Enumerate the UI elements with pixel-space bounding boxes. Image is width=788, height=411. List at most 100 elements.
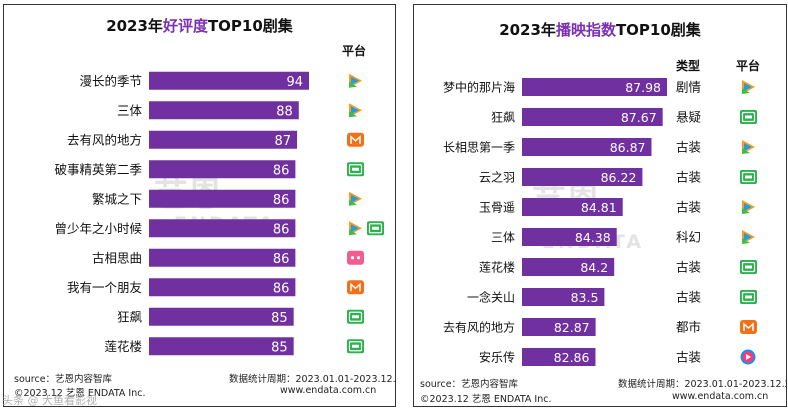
data-label: 82.87 (554, 320, 590, 335)
bar (522, 138, 652, 156)
broadcast-index-panel: 艺恩 ENDATA 2023年播映指数TOP10剧集 类型 平台 梦中的那片海8… (413, 4, 787, 407)
data-label: 85 (271, 311, 288, 326)
chart-title: 2023年播映指数TOP10剧集 (499, 21, 701, 39)
category-label: 一念关山 (467, 290, 515, 305)
genre-label: 古装 (676, 140, 701, 155)
mango-icon (740, 320, 757, 334)
good-rating-panel: 艺恩 ENDATA 2023年好评度TOP10剧集 平台 漫长的季节94三体88… (3, 4, 396, 407)
iqiyi-icon (740, 110, 757, 124)
good-rating-bar-chart: 漫长的季节 94 三体 88 去有风的地方 87 破事精英第二季 86 繁城之下 86 曾少年之小时… (54, 71, 384, 356)
category-label: 三体 (117, 103, 143, 118)
bar (149, 248, 296, 267)
genre-label: 古装 (676, 170, 701, 185)
data-label: 88 (276, 104, 293, 119)
bar (522, 258, 615, 276)
category-label: 狂飙 (491, 110, 515, 125)
platform-header: 平台 (342, 44, 367, 58)
bar (149, 219, 296, 238)
category-label: 莲花楼 (479, 260, 515, 275)
bar (522, 228, 617, 246)
iqiyi-icon (367, 221, 384, 236)
genre-label: 古装 (676, 260, 701, 275)
genre-label: 古装 (676, 200, 701, 215)
data-label: 84.2 (580, 260, 608, 275)
data-label: 86 (273, 163, 290, 178)
category-label: 三体 (491, 231, 515, 245)
data-label: 86 (273, 281, 290, 296)
bottom-watermark: 头条 @ 大鱼看影视 (2, 394, 97, 407)
category-label: 繁城之下 (92, 191, 142, 206)
data-label: 86 (273, 193, 290, 208)
category-label: 漫长的季节 (79, 73, 142, 88)
bilibili-icon (347, 250, 364, 265)
data-label: 84.81 (581, 200, 617, 215)
bar (522, 198, 623, 216)
category-label: 古相思曲 (92, 250, 142, 265)
iqiyi-icon (347, 339, 364, 354)
tencent-icon (742, 200, 755, 214)
data-label: 86.87 (610, 140, 646, 155)
iqiyi-icon (347, 162, 364, 177)
bar (149, 101, 299, 120)
website-note: www.endata.com.cn (672, 391, 769, 402)
category-label: 我有一个朋友 (67, 280, 142, 295)
tencent-icon (349, 103, 362, 118)
bar (522, 78, 667, 96)
website-note: www.endata.com.cn (280, 385, 377, 396)
copyright-note: ©2023.12 艺恩 ENDATA Inc. (420, 394, 552, 405)
genre-label: 科幻 (676, 230, 701, 245)
genre-label: 古装 (676, 290, 701, 305)
bar (149, 160, 296, 179)
tencent-icon (742, 140, 755, 154)
data-label: 87.98 (625, 80, 661, 95)
iqiyi-icon (740, 170, 757, 184)
tencent-icon (349, 191, 362, 206)
category-label: 安乐传 (479, 350, 515, 365)
period-note: 数据统计周期：2023.01.01-2023.12.25 (229, 374, 396, 385)
tencent-icon (349, 73, 362, 88)
tencent-icon (742, 80, 755, 94)
category-label: 莲花楼 (104, 339, 142, 354)
data-label: 87 (275, 134, 292, 149)
copyright-note: ©2023.12 艺恩 ENDATA Inc. (14, 388, 146, 399)
data-label: 85 (271, 340, 288, 355)
iqiyi-icon (740, 260, 757, 274)
data-label: 86.22 (601, 170, 637, 185)
bar (522, 108, 663, 126)
category-label: 长相思第一季 (443, 141, 515, 155)
platform-header: 平台 (736, 59, 761, 73)
category-label: 梦中的那片海 (443, 80, 515, 95)
data-label: 84.38 (575, 230, 611, 245)
category-label: 玉骨遥 (479, 201, 515, 215)
type-header: 类型 (676, 59, 701, 73)
category-label: 狂飙 (117, 309, 143, 324)
bar (149, 337, 294, 356)
bar (522, 318, 596, 336)
bar (522, 288, 605, 306)
data-label: 86 (273, 222, 290, 237)
bar (522, 348, 596, 366)
data-label: 82.86 (554, 350, 590, 365)
source-note: source：艺恩内容智库 (14, 374, 113, 385)
category-label: 去有风的地方 (443, 320, 515, 335)
mango-icon (347, 280, 364, 295)
data-label: 94 (286, 75, 303, 90)
data-label: 87.67 (621, 110, 657, 125)
bar (149, 130, 298, 149)
source-note: source：艺恩内容智库 (420, 379, 519, 390)
chart-title: 2023年好评度TOP10剧集 (106, 17, 293, 35)
bar (149, 278, 296, 297)
period-note: 数据统计周期：2023.01.01-2023.12.25 (618, 379, 787, 390)
youku-icon (740, 349, 756, 365)
iqiyi-icon (347, 309, 364, 324)
iqiyi-icon (740, 290, 757, 304)
genre-label: 古装 (676, 350, 701, 365)
bar (149, 189, 296, 208)
data-label: 86 (273, 252, 290, 267)
tencent-icon (742, 230, 755, 244)
bar (522, 168, 643, 186)
genre-label: 都市 (676, 320, 701, 335)
genre-label: 剧情 (676, 80, 701, 95)
bar (149, 71, 309, 90)
